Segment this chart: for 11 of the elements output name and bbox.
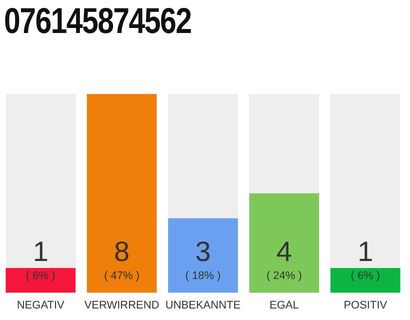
x-tick-label: UNBEKANNTE [165, 299, 241, 312]
x-tick-label: POSITIV [344, 299, 388, 312]
data-label: 3 ( 18% ) [185, 236, 221, 282]
x-tick-label: EGAL [270, 299, 299, 312]
chart-title: 076145874562 [4, 0, 192, 42]
data-label: 1 ( 6% ) [26, 236, 56, 282]
data-label: 8 ( 47% ) [104, 236, 140, 282]
data-label: 4 ( 24% ) [266, 236, 302, 282]
x-tick-label: VERWIRREND [84, 299, 160, 312]
data-label: 1 ( 6% ) [350, 236, 380, 282]
x-tick-label: NEGATIV [16, 299, 65, 312]
